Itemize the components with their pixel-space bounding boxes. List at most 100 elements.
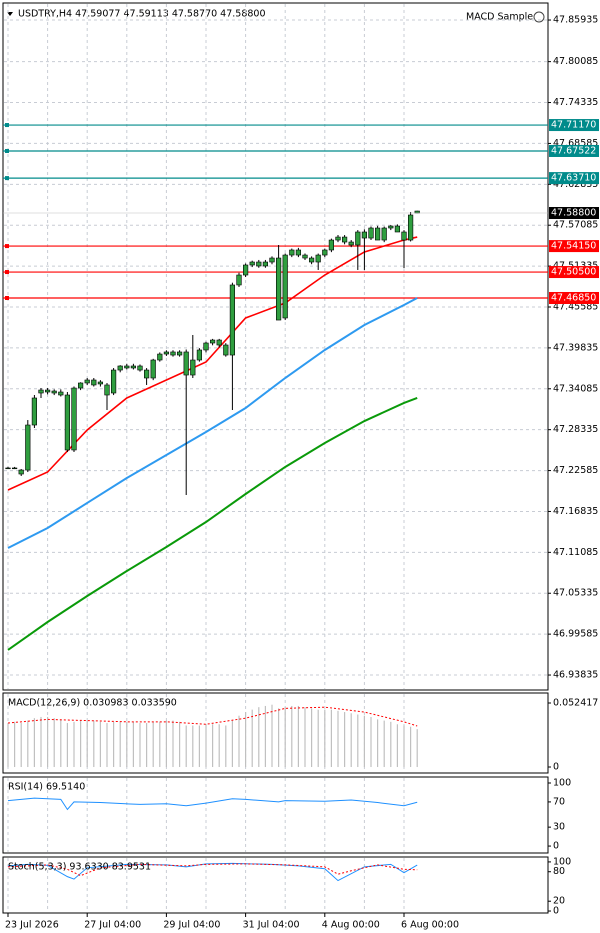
indicator-line [7, 397, 418, 651]
chart-title: USDTRY,H4 47.59077 47.59113 47.58770 47.… [18, 9, 266, 20]
level-label-box [549, 119, 599, 132]
indicator-line [7, 236, 418, 491]
candle-body [275, 257, 282, 321]
candle-body [361, 231, 368, 239]
macd-bar [66, 723, 68, 768]
macd-bar [198, 725, 200, 768]
macd-bar [27, 720, 29, 768]
x-tick-label: 31 Jul 04:00 [243, 920, 300, 931]
macd-bar [337, 710, 339, 768]
y-tick-label: 20 [553, 896, 565, 907]
candle-body [302, 254, 308, 259]
macd-bar [212, 724, 214, 768]
macd-bar [377, 719, 379, 768]
macd-bar [119, 721, 121, 768]
y-tick-label: 0.052417 [553, 697, 598, 708]
level-label-box [549, 291, 599, 304]
y-tick-label: 47.68585 [553, 138, 598, 149]
macd-bar [231, 720, 233, 768]
candle-body [31, 397, 37, 426]
candle-body [150, 359, 156, 379]
stoch-panel [2, 856, 549, 914]
macd-bar [73, 721, 75, 768]
x-tick-label: 23 Jul 2026 [5, 920, 59, 931]
macd-bar [172, 720, 174, 768]
expert-icon[interactable] [533, 11, 545, 23]
indicator-line [7, 863, 418, 877]
macd-bar [416, 729, 418, 768]
candle-body [5, 467, 11, 470]
candle-body [25, 424, 31, 471]
macd-bar [350, 713, 352, 768]
macd-bar [271, 704, 273, 768]
macd-bar [86, 720, 88, 768]
macd-bar [291, 705, 293, 768]
y-tick-label: 47.62835 [553, 179, 598, 190]
macd-bar [152, 721, 154, 768]
x-tick-label: 6 Aug 00:00 [401, 920, 459, 931]
plot-layer: 47.85935 47.80085 47.74335 47.68585 47.62835… [3, 4, 599, 931]
candle-body [308, 257, 315, 263]
candle-body [97, 381, 103, 385]
level-handle [5, 270, 9, 275]
macd-bar [146, 723, 148, 768]
macd-bar [218, 724, 220, 768]
macd-bar [344, 712, 346, 768]
macd-bar [40, 716, 42, 768]
y-tick-label: 70 [553, 796, 565, 807]
macd-bar [324, 709, 326, 768]
x-tick-label: 29 Jul 04:00 [163, 920, 220, 931]
candle-body [203, 342, 209, 351]
macd-bar [258, 707, 260, 768]
macd-bar [403, 725, 405, 768]
macd-bar [363, 715, 365, 768]
macd-bar [251, 709, 253, 768]
level-handle [5, 176, 9, 181]
candle-body [355, 231, 361, 246]
macd-bar [304, 707, 306, 768]
candle-body [51, 390, 57, 394]
macd-bar [14, 721, 16, 768]
level-label-box [549, 240, 599, 253]
candle-body [282, 254, 288, 319]
menu-arrow[interactable] [7, 12, 13, 16]
candle-body [374, 227, 381, 241]
y-tick-label: 47.11085 [553, 547, 598, 558]
macd-bar [99, 721, 101, 768]
candle-body [18, 469, 24, 475]
candle-body [163, 351, 170, 355]
candle-body [394, 225, 401, 233]
level-label: 47.50500 [551, 267, 596, 278]
candle-body [210, 339, 216, 344]
candle-body [335, 236, 341, 241]
y-tick-label: 0 [553, 906, 559, 917]
level-handle [5, 123, 9, 128]
candle-body [229, 284, 236, 356]
level-label: 47.54150 [551, 241, 596, 252]
candle-body [84, 379, 90, 384]
candle-body [236, 274, 242, 286]
macd-bar [410, 726, 412, 768]
macd-bar [179, 721, 181, 768]
y-tick-label: 30 [553, 822, 565, 833]
macd-bar [7, 723, 9, 768]
macd-bar [20, 723, 22, 768]
indicator-line [7, 706, 418, 727]
indicator-line [7, 297, 418, 549]
y-tick-label: 47.05335 [553, 588, 598, 599]
candle-body [243, 264, 249, 276]
macd-bar [113, 721, 115, 768]
level-label: 47.46850 [551, 292, 596, 303]
macd-bar [93, 720, 95, 768]
expert-label: MACD Sample [466, 12, 533, 23]
macd-bar [192, 725, 194, 768]
y-tick-label: 47.85935 [553, 15, 598, 26]
last-price-box [549, 207, 599, 220]
macd-bar [390, 721, 392, 768]
candle-body [249, 261, 255, 266]
y-tick-label: 47.80085 [553, 56, 598, 67]
y-tick-label: 47.34085 [553, 383, 598, 394]
candle-body [407, 214, 414, 241]
candle-body [341, 236, 348, 243]
